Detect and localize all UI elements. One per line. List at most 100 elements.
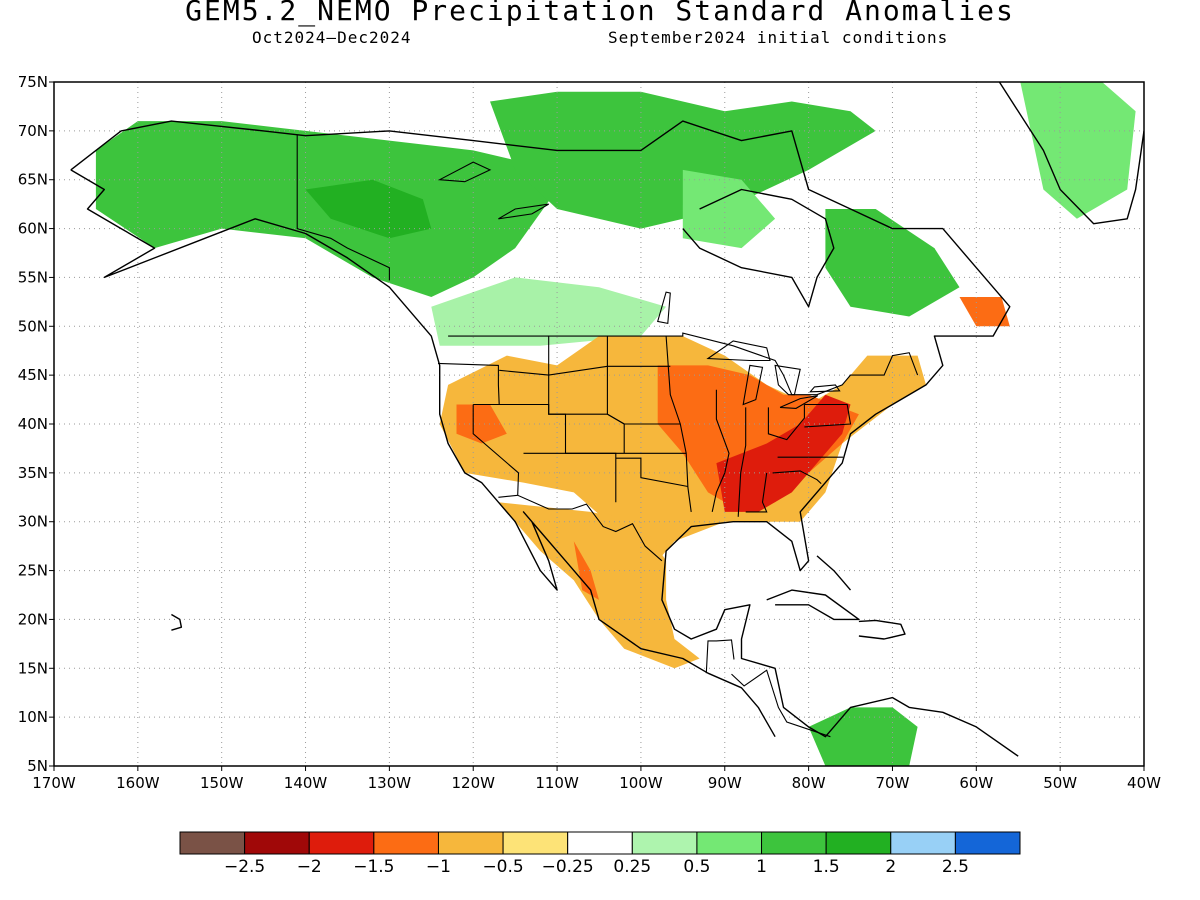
- colorbar-bin: [631, 831, 698, 855]
- great-bear-lake: [437, 161, 492, 183]
- state-line-pennsylvania: [804, 403, 852, 428]
- hudson-wet-region: [682, 169, 776, 249]
- newfoundland-dry-region: [959, 297, 1010, 327]
- lon-tick-label: 60W: [959, 774, 993, 792]
- colorbar-bin: [373, 831, 439, 855]
- alaska-core-wet-region: [305, 179, 432, 239]
- lon-tick-label: 120W: [451, 774, 495, 792]
- colorbar-bin: [825, 831, 892, 855]
- nunavut-wet-region: [490, 91, 876, 229]
- state-line-lat-45: [499, 365, 671, 376]
- colorbar-label: −2: [297, 857, 322, 877]
- prairies-light-wet-region: [431, 277, 667, 346]
- colorbar-label: 0.25: [613, 857, 651, 877]
- colorbar-bin: [696, 831, 763, 855]
- lon-tick-label: 100W: [619, 774, 663, 792]
- lat-tick-label: 45N: [18, 366, 48, 384]
- state-line-east: [737, 407, 747, 517]
- colorbar-bin: [308, 831, 375, 855]
- colorbar-label: 1: [756, 857, 767, 877]
- forecast-period: Oct2024—Dec2024: [252, 28, 412, 47]
- lake-ontario: [809, 384, 841, 393]
- lake-erie: [779, 395, 819, 409]
- north-america-coastline: [70, 120, 1019, 757]
- cuba-coastline: [766, 589, 860, 621]
- hawaii-coastline: [171, 613, 183, 631]
- lat-tick-label: 60N: [18, 220, 48, 238]
- ohio-valley-severe-dry-region: [716, 394, 851, 512]
- colorbar-bin: [567, 831, 633, 855]
- lat-tick-label: 50N: [18, 317, 48, 335]
- us-canada-border: [448, 332, 919, 396]
- state-line-southeast: [745, 472, 768, 513]
- lon-tick-label: 150W: [200, 774, 244, 792]
- alaska-canada-border: [296, 134, 390, 281]
- lat-tick-label: 30N: [18, 513, 48, 531]
- state-line-oregon: [437, 362, 500, 405]
- greenland-wet-region: [1020, 82, 1136, 219]
- lon-tick-label: 170W: [32, 774, 76, 792]
- mexico-interior-border: [705, 639, 735, 674]
- state-line-west: [472, 404, 520, 496]
- colorbar-bin: [244, 831, 310, 855]
- lat-tick-label: 35N: [18, 464, 48, 482]
- lat-tick-label: 40N: [18, 415, 48, 433]
- colorbar-label: 2: [885, 857, 896, 877]
- initial-conditions: September2024 initial conditions: [608, 28, 949, 47]
- colorbar-label: −1.5: [353, 857, 394, 877]
- pacific-coastline: [70, 169, 776, 738]
- colorbar-bin: [954, 831, 1021, 855]
- lat-tick-label: 20N: [18, 610, 48, 628]
- great-slave-lake: [498, 203, 549, 220]
- lake-michigan: [742, 364, 764, 406]
- northern-colombia-wet-region: [808, 707, 918, 766]
- lon-tick-label: 80W: [792, 774, 826, 792]
- lon-tick-label: 90W: [708, 774, 742, 792]
- state-line-carolinas: [772, 470, 822, 485]
- state-line-ohio: [767, 404, 805, 441]
- hispaniola-coastline: [858, 619, 906, 640]
- hudson-bay-coastline: [682, 188, 835, 308]
- central-america-borders: [731, 669, 831, 738]
- state-line-mississippi: [711, 389, 730, 513]
- mexico-dry-region: [498, 502, 700, 669]
- lat-tick-label: 70N: [18, 122, 48, 140]
- lat-tick-label: 5N: [27, 757, 48, 775]
- lake-superior: [706, 340, 771, 362]
- lat-tick-label: 10N: [18, 708, 48, 726]
- colorbar-bin: [502, 831, 569, 855]
- baja-west-mexico-dry-region: [573, 541, 599, 600]
- colorbar-bin: [179, 831, 246, 855]
- lake-winnipeg: [657, 291, 671, 325]
- west-coast-dry-region: [456, 404, 507, 444]
- lon-tick-label: 70W: [876, 774, 910, 792]
- colorbar-bin: [890, 831, 956, 855]
- lat-tick-label: 25N: [18, 562, 48, 580]
- us-mexico-border: [498, 494, 663, 562]
- colorbar-label: 0.5: [683, 857, 710, 877]
- cuba-north-islands: [816, 555, 852, 591]
- lon-tick-label: 140W: [284, 774, 328, 792]
- colorbar-bin: [437, 831, 504, 855]
- state-line-continental-divide: [548, 336, 617, 503]
- lon-tick-label: 110W: [535, 774, 579, 792]
- lat-tick-label: 55N: [18, 268, 48, 286]
- colorbar-label: 1.5: [813, 857, 840, 877]
- colorbar-label: 2.5: [942, 857, 969, 877]
- chart-title: GEM5.2_NEMO Precipitation Standard Anoma…: [185, 0, 1015, 27]
- state-line-south-central: [615, 457, 689, 488]
- lon-tick-label: 50W: [1043, 774, 1077, 792]
- lake-huron: [774, 364, 801, 396]
- lat-tick-label: 75N: [18, 73, 48, 91]
- lon-tick-label: 130W: [368, 774, 412, 792]
- lat-tick-label: 65N: [18, 171, 48, 189]
- lat-tick-label: 15N: [18, 659, 48, 677]
- colorbar-label: −2.5: [224, 857, 265, 877]
- colorbar-bin: [761, 831, 827, 855]
- colorbar-label: −0.5: [482, 857, 523, 877]
- colorbar-label: −1: [426, 857, 451, 877]
- state-line-lat-40: [473, 403, 681, 425]
- lon-tick-label: 40W: [1127, 774, 1161, 792]
- colorbar-label: −0.25: [542, 857, 594, 877]
